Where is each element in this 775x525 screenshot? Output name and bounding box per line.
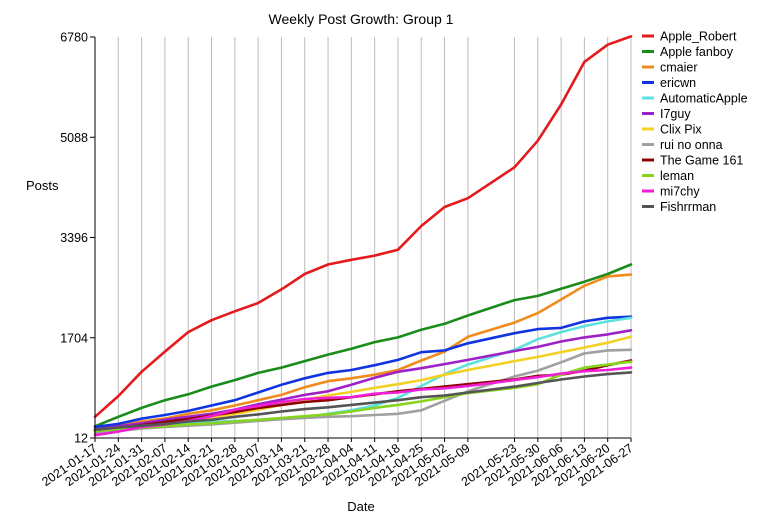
series-layer xyxy=(93,35,633,437)
legend-label: The Game 161 xyxy=(660,154,743,168)
x-axis-title: Date xyxy=(347,499,374,514)
y-tick-label: 1704 xyxy=(60,331,88,345)
legend-label: leman xyxy=(660,169,694,183)
legend-label: ericwn xyxy=(660,76,696,90)
chart-title: Weekly Post Growth: Group 1 xyxy=(269,11,454,27)
series-line-i7guy xyxy=(93,328,633,432)
y-tick-label: 3396 xyxy=(60,231,88,245)
legend-label: I7guy xyxy=(660,107,691,121)
legend-label: Clix Pix xyxy=(660,123,702,137)
legend-label: Fishrrman xyxy=(660,200,716,214)
legend-label: rui no onna xyxy=(660,138,723,152)
y-tick-label: 12 xyxy=(74,432,88,446)
legend-label: cmaier xyxy=(660,61,698,75)
series-line-apple-fanboy xyxy=(93,263,633,428)
series-line-cmaier xyxy=(93,273,633,431)
y-axis-title: Posts xyxy=(26,178,59,193)
series-line-apple-robert xyxy=(93,35,633,419)
axis-layer: 2021-01-172021-01-242021-01-312021-02-07… xyxy=(39,31,635,490)
y-tick-label: 6780 xyxy=(60,31,88,45)
series-line-ericwn xyxy=(93,315,633,429)
legend-label: Apple_Robert xyxy=(660,30,737,44)
legend-label: mi7chy xyxy=(660,185,700,199)
legend-label: Apple fanboy xyxy=(660,45,734,59)
y-tick-label: 5088 xyxy=(60,131,88,145)
series-line-fishrrman xyxy=(93,371,633,432)
legend-label: AutomaticApple xyxy=(660,92,748,106)
